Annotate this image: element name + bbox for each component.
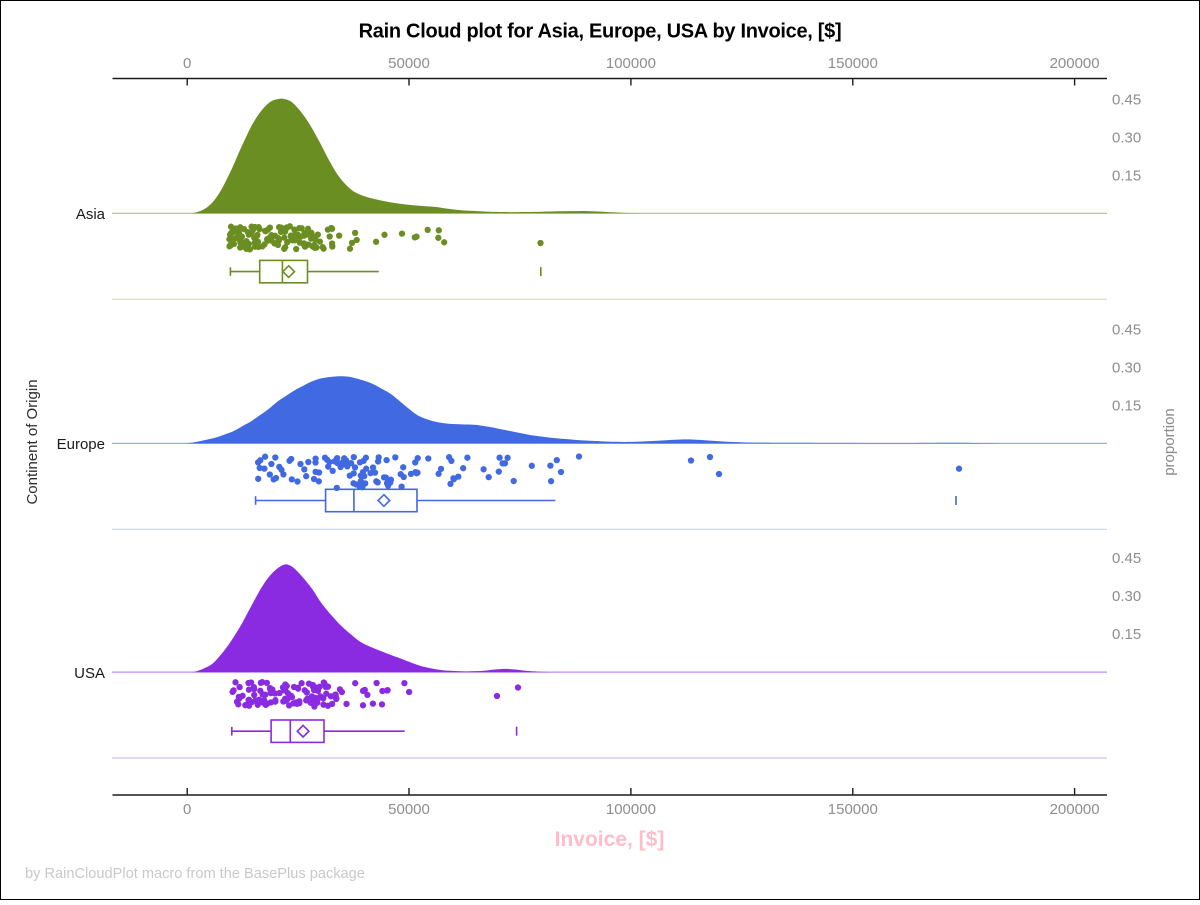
svg-text:USA: USA — [74, 665, 105, 682]
svg-text:0.30: 0.30 — [1112, 588, 1141, 605]
svg-text:50000: 50000 — [388, 55, 430, 72]
svg-text:Asia: Asia — [76, 206, 106, 223]
svg-text:0.30: 0.30 — [1112, 359, 1141, 376]
svg-text:0.15: 0.15 — [1112, 167, 1141, 184]
svg-text:200000: 200000 — [1050, 801, 1100, 818]
svg-text:Invoice, [$]: Invoice, [$] — [555, 828, 665, 851]
svg-text:0.30: 0.30 — [1112, 129, 1141, 146]
svg-text:50000: 50000 — [388, 801, 430, 818]
svg-text:200000: 200000 — [1050, 55, 1100, 72]
svg-text:0.45: 0.45 — [1112, 321, 1141, 338]
svg-text:150000: 150000 — [828, 801, 878, 818]
svg-text:0.15: 0.15 — [1112, 626, 1141, 643]
svg-text:0: 0 — [183, 55, 191, 72]
svg-text:100000: 100000 — [606, 801, 656, 818]
svg-text:0.45: 0.45 — [1112, 91, 1141, 108]
svg-text:proportion: proportion — [1161, 408, 1178, 476]
svg-text:150000: 150000 — [828, 55, 878, 72]
svg-text:100000: 100000 — [606, 55, 656, 72]
svg-text:Europe: Europe — [57, 436, 105, 453]
svg-text:by RainCloudPlot macro from th: by RainCloudPlot macro from the BasePlus… — [25, 866, 365, 882]
svg-text:0.15: 0.15 — [1112, 397, 1141, 414]
svg-text:Continent of Origin: Continent of Origin — [24, 379, 41, 504]
svg-text:Rain Cloud plot for Asia, Euro: Rain Cloud plot for Asia, Europe, USA by… — [359, 21, 842, 43]
svg-text:0.45: 0.45 — [1112, 550, 1141, 567]
svg-text:0: 0 — [183, 801, 191, 818]
